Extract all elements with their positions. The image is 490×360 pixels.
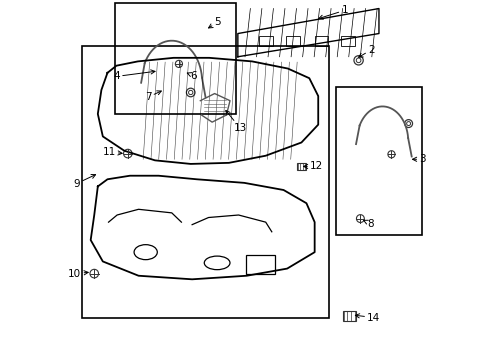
Text: 13: 13 (226, 111, 247, 133)
Text: 4: 4 (113, 70, 155, 81)
Text: 6: 6 (187, 71, 197, 81)
Text: 3: 3 (413, 154, 426, 164)
Bar (286, 36, 300, 46)
Bar (115, 3, 236, 114)
Bar (82, 46, 329, 318)
Bar (315, 36, 328, 46)
Bar (297, 163, 306, 170)
Text: 11: 11 (102, 147, 122, 157)
Bar (336, 87, 422, 235)
Text: 9: 9 (74, 175, 96, 189)
Text: 14: 14 (355, 312, 380, 323)
Bar (343, 311, 356, 321)
Text: 7: 7 (145, 91, 161, 102)
Bar (245, 255, 275, 274)
Text: 5: 5 (209, 17, 221, 28)
Text: 12: 12 (304, 161, 323, 171)
Bar (259, 36, 273, 46)
Text: 8: 8 (364, 219, 374, 229)
Text: 1: 1 (319, 5, 348, 19)
Text: 10: 10 (68, 269, 88, 279)
Bar (342, 36, 355, 46)
Text: 2: 2 (359, 45, 375, 57)
